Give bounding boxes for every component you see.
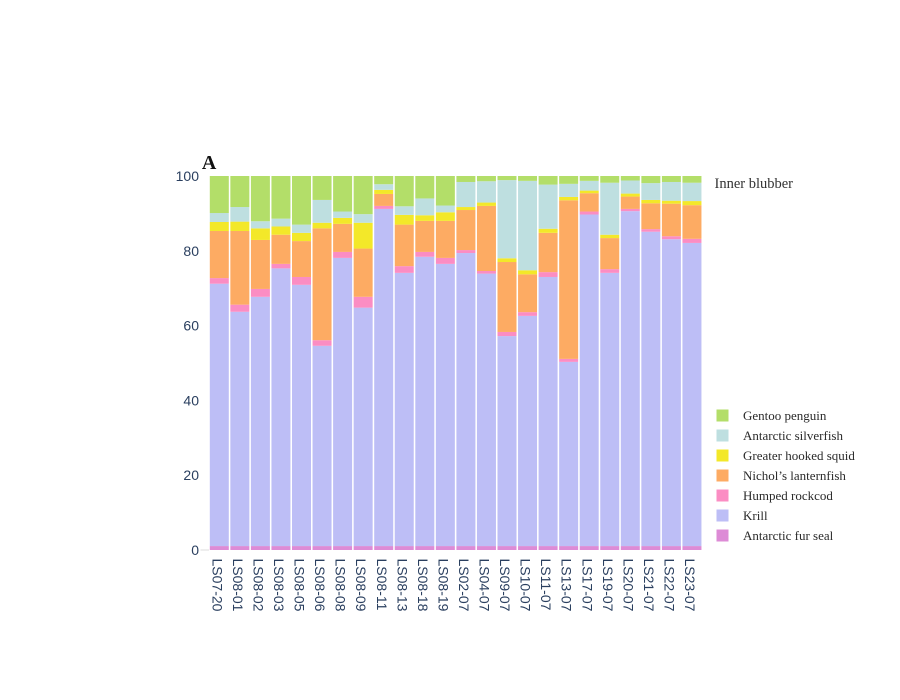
svg-text:LS20-07: LS20-07 [620,559,636,612]
svg-text:A: A [202,152,217,174]
svg-text:Gentoo penguin: Gentoo penguin [743,408,827,423]
svg-text:LS17-07: LS17-07 [579,559,595,612]
svg-text:LS07-20: LS07-20 [209,559,225,612]
svg-text:LS22-07: LS22-07 [661,559,677,612]
svg-text:Antarctic silverfish: Antarctic silverfish [743,428,843,443]
svg-text:LS13-07: LS13-07 [559,559,575,612]
svg-text:80: 80 [183,243,199,259]
svg-text:40: 40 [183,392,199,408]
svg-text:LS08-06: LS08-06 [312,559,328,612]
svg-text:LS08-18: LS08-18 [415,559,431,612]
svg-text:LS21-07: LS21-07 [641,559,657,612]
svg-text:LS08-02: LS08-02 [250,559,266,612]
svg-text:LS08-11: LS08-11 [374,559,390,611]
svg-text:60: 60 [183,318,199,334]
svg-text:LS08-05: LS08-05 [292,559,308,612]
svg-text:LS11-07: LS11-07 [538,559,554,611]
svg-text:Krill: Krill [743,508,768,523]
svg-text:LS19-07: LS19-07 [600,559,616,612]
svg-text:LS08-09: LS08-09 [353,559,369,612]
svg-text:LS02-07: LS02-07 [456,559,472,612]
svg-text:LS08-19: LS08-19 [435,559,451,612]
svg-text:LS10-07: LS10-07 [518,559,534,612]
svg-text:LS23-07: LS23-07 [682,559,698,612]
svg-text:LS08-03: LS08-03 [271,559,287,612]
svg-text:0: 0 [191,542,199,558]
svg-text:LS08-01: LS08-01 [230,559,246,612]
svg-text:Humped rockcod: Humped rockcod [743,488,833,503]
svg-text:LS08-08: LS08-08 [333,559,349,612]
svg-text:Antarctic fur seal: Antarctic fur seal [743,528,834,543]
svg-text:LS08-13: LS08-13 [394,559,410,612]
svg-text:Greater hooked squid: Greater hooked squid [743,448,855,463]
svg-text:Inner blubber: Inner blubber [715,176,794,192]
svg-text:100: 100 [176,168,200,184]
svg-text:Nichol’s lanternfish: Nichol’s lanternfish [743,468,846,483]
svg-text:LS09-07: LS09-07 [497,559,513,612]
svg-text:20: 20 [183,467,199,483]
svg-text:LS04-07: LS04-07 [477,559,493,612]
